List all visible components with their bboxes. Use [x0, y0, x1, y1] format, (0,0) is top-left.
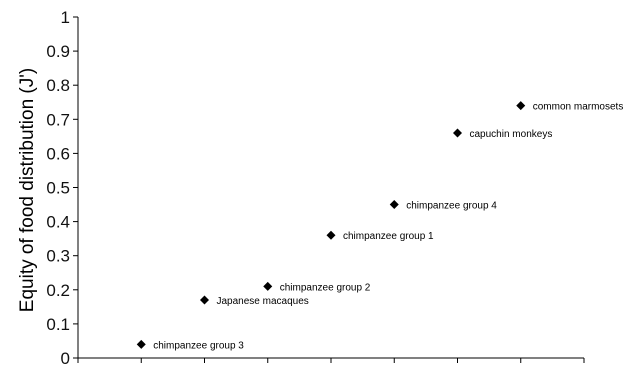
- data-point-marker: [516, 101, 526, 111]
- y-tick-label: 0.9: [46, 42, 70, 61]
- y-tick-label: 0.5: [46, 179, 70, 198]
- data-point-label: common marmosets: [533, 102, 624, 113]
- y-ticks: 0 0.1 0.2 0.3 0.4 0.5 0.6 0.7 0.8 0.9 1: [46, 8, 78, 368]
- data-point-marker: [326, 230, 336, 240]
- data-point-label: chimpanzee group 2: [280, 282, 371, 293]
- data-point-marker: [136, 339, 146, 349]
- y-tick-label: 0.8: [46, 76, 70, 95]
- data-point-label: capuchin monkeys: [470, 129, 553, 140]
- data-point-marker: [200, 295, 209, 305]
- y-tick-label: 0.1: [46, 315, 70, 334]
- data-points: chimpanzee group 3 Japanese macaques chimp…: [136, 101, 624, 351]
- y-tick-label: 0.4: [46, 213, 70, 232]
- y-axis-title-group: Equity of food distribution (J'): [17, 68, 38, 312]
- y-tick-label: 0.6: [46, 144, 70, 163]
- data-point-label: chimpanzee group 1: [343, 231, 434, 242]
- axes: [77, 17, 585, 363]
- data-point-label: Japanese macaques: [217, 296, 309, 307]
- y-tick-label: 0: [61, 349, 70, 368]
- y-tick-label: 1: [61, 8, 70, 27]
- y-tick-label: 0.3: [46, 247, 70, 266]
- data-point-label: chimpanzee group 4: [406, 201, 497, 212]
- data-point-label: chimpanzee group 3: [153, 340, 244, 351]
- data-point-marker: [263, 281, 273, 291]
- y-tick-label: 0.7: [46, 110, 70, 129]
- data-point-marker: [453, 128, 462, 138]
- y-axis-title: Equity of food distribution (J'): [17, 68, 38, 312]
- data-point-marker: [389, 200, 399, 210]
- y-tick-label: 0.2: [46, 281, 70, 300]
